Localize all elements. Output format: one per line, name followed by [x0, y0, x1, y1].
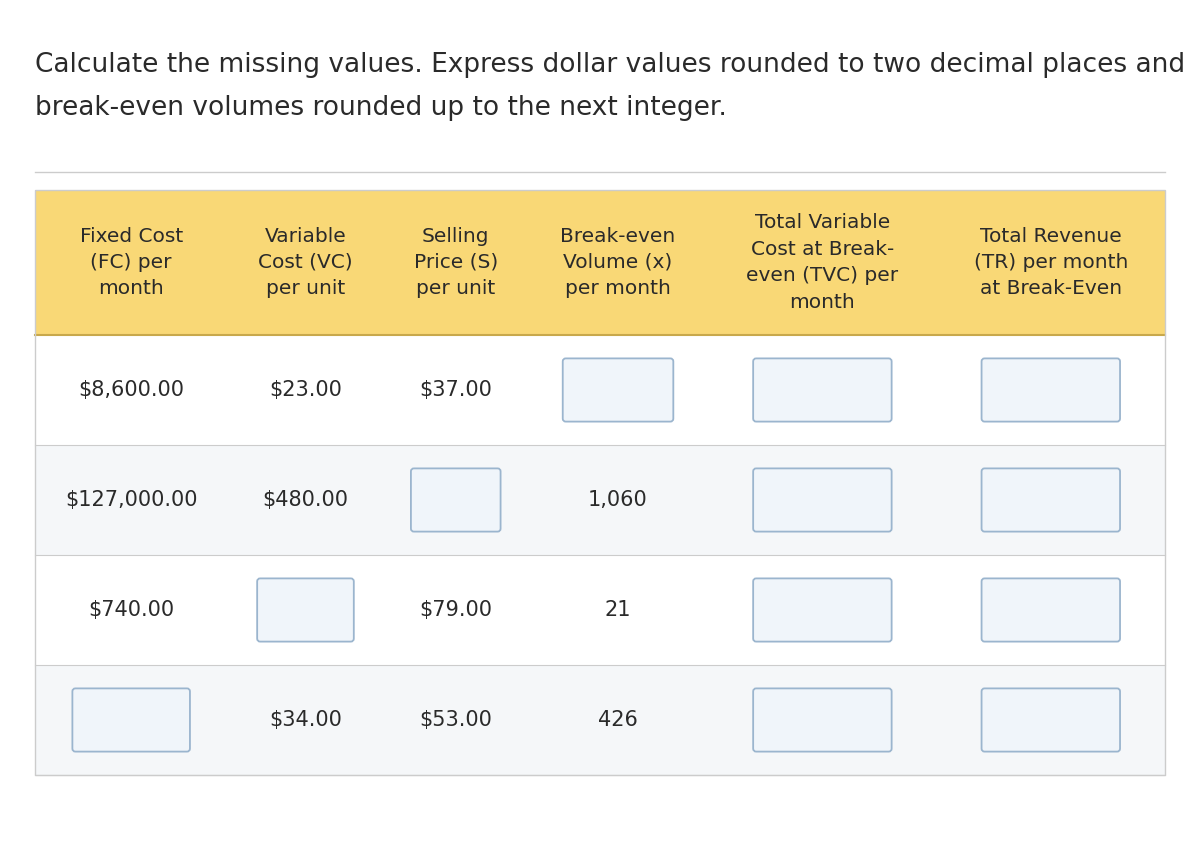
FancyBboxPatch shape: [257, 578, 354, 642]
Text: $37.00: $37.00: [419, 380, 492, 400]
Text: break-even volumes rounded up to the next integer.: break-even volumes rounded up to the nex…: [35, 95, 727, 121]
FancyBboxPatch shape: [754, 359, 892, 422]
Text: $127,000.00: $127,000.00: [65, 490, 198, 510]
Text: $53.00: $53.00: [419, 710, 492, 730]
Text: $480.00: $480.00: [263, 490, 348, 510]
FancyBboxPatch shape: [754, 468, 892, 531]
FancyBboxPatch shape: [982, 468, 1120, 531]
Bar: [35, 555, 1165, 665]
Text: 21: 21: [605, 600, 631, 620]
Text: Total Revenue
(TR) per month
at Break-Even: Total Revenue (TR) per month at Break-Ev…: [973, 226, 1128, 299]
Text: $8,600.00: $8,600.00: [78, 380, 184, 400]
Text: 1,060: 1,060: [588, 490, 648, 510]
FancyBboxPatch shape: [72, 689, 190, 752]
Text: Fixed Cost
(FC) per
month: Fixed Cost (FC) per month: [79, 226, 182, 299]
Text: Total Variable
Cost at Break-
even (TVC) per
month: Total Variable Cost at Break- even (TVC)…: [746, 213, 899, 312]
FancyBboxPatch shape: [982, 689, 1120, 752]
Text: $740.00: $740.00: [88, 600, 174, 620]
Text: Calculate the missing values. Express dollar values rounded to two decimal place: Calculate the missing values. Express do…: [35, 52, 1186, 78]
FancyBboxPatch shape: [563, 359, 673, 422]
Text: 426: 426: [598, 710, 638, 730]
Bar: [35, 445, 1165, 555]
Bar: [35, 335, 1165, 445]
FancyBboxPatch shape: [982, 359, 1120, 422]
Text: Selling
Price (S)
per unit: Selling Price (S) per unit: [414, 226, 498, 299]
Bar: [35, 190, 1165, 775]
FancyBboxPatch shape: [754, 689, 892, 752]
Text: Variable
Cost (VC)
per unit: Variable Cost (VC) per unit: [258, 226, 353, 299]
FancyBboxPatch shape: [754, 578, 892, 642]
Text: $34.00: $34.00: [269, 710, 342, 730]
Text: $23.00: $23.00: [269, 380, 342, 400]
Bar: [35, 665, 1165, 775]
FancyBboxPatch shape: [982, 578, 1120, 642]
Bar: [35, 190, 1165, 335]
FancyBboxPatch shape: [410, 468, 500, 531]
Text: Break-even
Volume (x)
per month: Break-even Volume (x) per month: [560, 226, 676, 299]
Text: $79.00: $79.00: [419, 600, 492, 620]
